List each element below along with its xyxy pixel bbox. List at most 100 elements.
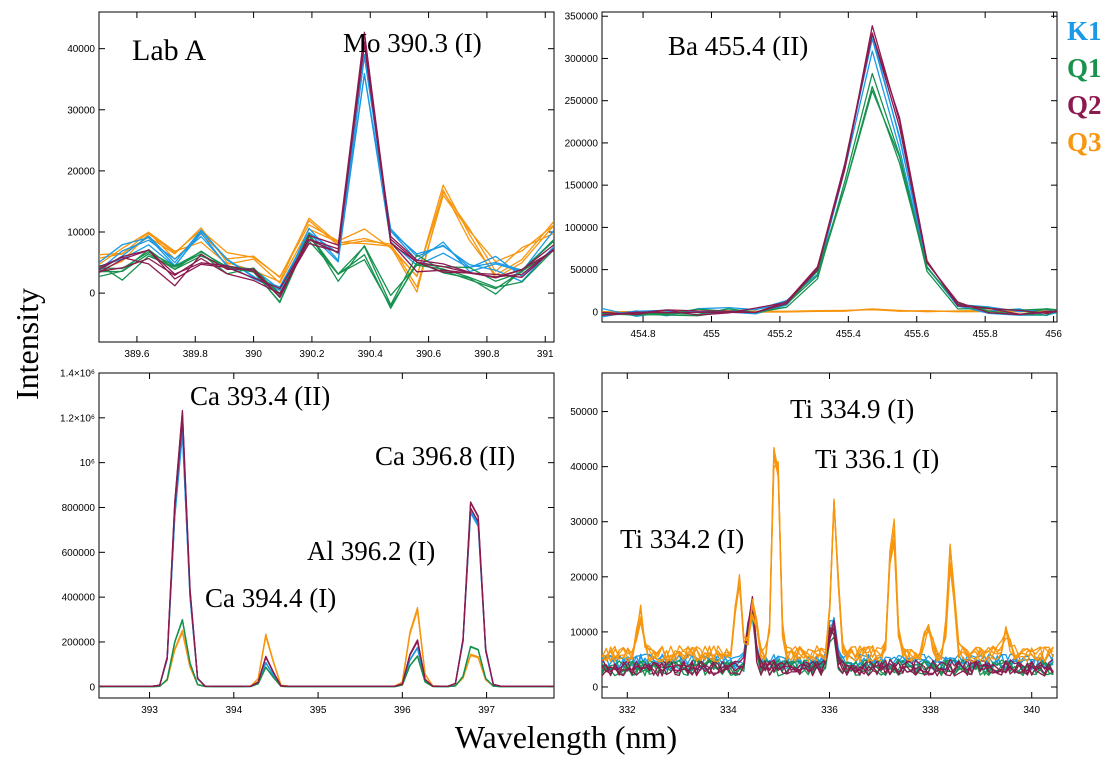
y-tick-label: 40000 [570,462,598,473]
x-tick-label: 336 [821,705,838,716]
x-tick-label: 332 [619,705,636,716]
peak-annotation: Mo 390.3 (I) [343,28,482,58]
series-lines [602,25,1057,318]
legend-entry-k1: K1 [1067,16,1102,46]
x-tick-label: 395 [310,705,327,716]
series-line-Q3 [602,461,1054,663]
x-tick-label: 397 [478,705,495,716]
series-line-Q2 [99,31,554,298]
y-tick-label: 200000 [62,637,96,648]
series-line-Q1 [99,235,554,309]
series-line-Q2 [99,409,554,687]
series-lines [99,409,554,688]
series-lines [602,446,1054,677]
x-tick-label: 390.2 [299,349,324,360]
y-axis-title: Intensity [9,288,45,400]
series-line-K1 [602,33,1057,316]
x-tick-label: 394 [225,705,242,716]
peak-annotation: Ca 394.4 (I) [205,583,336,613]
y-tick-label: 150000 [565,181,599,192]
x-tick-label: 455.8 [973,329,998,340]
panel-1: 389.6 389.8 390 390.2 390.4 390.6 390.8 391 0 100… [67,11,555,360]
y-tick-label: 100000 [565,223,599,234]
panel-label: Lab A [132,34,206,67]
y-tick-label: 30000 [67,105,95,116]
x-tick-label: 391 [537,349,554,360]
y-tick-label: 10⁶ [80,458,95,469]
x-tick-label: 455 [703,329,720,340]
y-tick-label: 400000 [62,593,96,604]
y-tick-label: 40000 [67,44,95,55]
y-tick-label: 800000 [62,503,96,514]
panel-3: 393 394 395 396 397 0 200000 400000 600000 800000… [60,369,555,716]
y-tick-label: 0 [89,682,95,693]
series-line-Q3 [99,189,554,293]
x-tick-label: 338 [922,705,939,716]
x-tick-label: 389.8 [183,349,208,360]
series-line-Q2 [602,32,1057,316]
panel-4: 332 334 336 338 340 0 10000 20000 30000 40000 5000… [570,372,1058,716]
legend-entry-q3: Q3 [1067,127,1102,157]
x-tick-label: 455.4 [836,329,861,340]
peak-annotation: Ca 396.8 (II) [375,441,515,471]
series-line-K1 [99,56,554,288]
panel-2: 454.8 455 455.2 455.4 455.6 455.8 456 0 50000 100… [565,11,1062,340]
series-line-Q1 [602,85,1057,316]
x-axis-title: Wavelength (nm) [455,719,677,755]
x-tick-label: 393 [141,705,158,716]
x-tick-label: 340 [1023,705,1040,716]
peak-annotation: Al 396.2 (I) [307,536,435,566]
series-line-Q3 [99,194,554,288]
x-tick-label: 456 [1045,329,1062,340]
y-tick-label: 0 [592,307,598,318]
y-tick-label: 350000 [565,12,599,23]
x-tick-label: 390 [245,349,262,360]
x-tick-label: 454.8 [631,329,656,340]
x-tick-label: 390.8 [474,349,499,360]
y-tick-label: 250000 [565,96,599,107]
peak-annotation: Ti 334.9 (I) [790,394,914,424]
panel-frame [601,11,1058,323]
x-tick-label: 455.2 [767,329,792,340]
series-line-K1 [602,38,1057,317]
peak-annotation: Ti 334.2 (I) [620,524,744,554]
series-line-Q2 [602,595,1054,676]
series-line-Q1 [602,89,1057,316]
y-tick-label: 20000 [67,166,95,177]
x-tick-label: 390.4 [358,349,383,360]
series-line-K1 [602,50,1057,318]
series-line-Q2 [602,25,1057,316]
y-tick-label: 1.4×10⁶ [60,369,95,380]
panels-group: 389.6 389.8 390 390.2 390.4 390.6 390.8 391 0 100… [60,11,1062,716]
y-tick-label: 600000 [62,548,96,559]
y-tick-label: 0 [89,289,95,300]
x-tick-label: 389.6 [124,349,149,360]
y-tick-label: 300000 [565,54,599,65]
y-tick-label: 200000 [565,138,599,149]
x-tick-label: 390.6 [416,349,441,360]
series-line-Q3 [99,184,554,283]
y-tick-label: 50000 [570,265,598,276]
legend: K1 Q1 Q2 Q3 [1067,16,1102,157]
series-line-Q1 [602,72,1057,317]
legend-entry-q1: Q1 [1067,53,1102,83]
peak-annotation: Ti 336.1 (I) [815,444,939,474]
panel-frame [98,372,555,699]
panel-frame [98,11,555,343]
y-tick-label: 30000 [570,517,598,528]
series-line-Q2 [602,33,1057,316]
peak-annotation: Ba 455.4 (II) [668,31,808,61]
y-tick-label: 1.2×10⁶ [60,413,95,424]
peak-annotation: Ca 393.4 (II) [190,381,330,411]
y-tick-label: 10000 [570,627,598,638]
legend-entry-q2: Q2 [1067,90,1102,120]
series-line-Q2 [602,606,1054,677]
y-tick-label: 0 [592,682,598,693]
x-tick-label: 396 [394,705,411,716]
y-tick-label: 50000 [570,407,598,418]
y-tick-label: 10000 [67,228,95,239]
series-line-Q1 [99,232,554,303]
series-line-Q1 [99,233,554,308]
y-tick-label: 20000 [570,572,598,583]
